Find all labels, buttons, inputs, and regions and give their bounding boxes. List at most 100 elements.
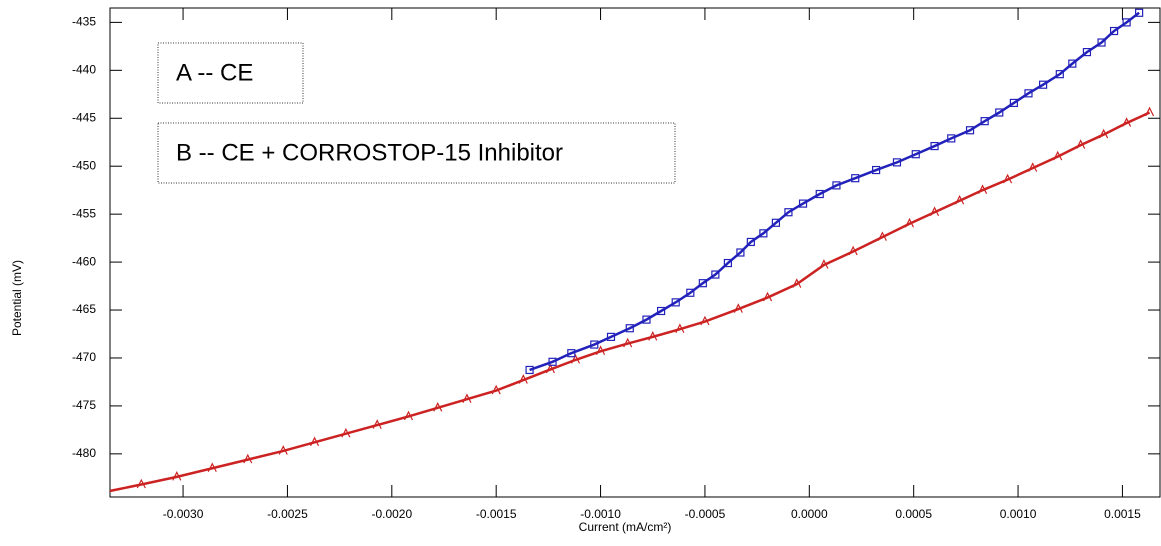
y-tick-label: -450 (72, 158, 96, 172)
marker (403, 410, 414, 421)
marker (980, 117, 989, 126)
marker (1068, 59, 1077, 68)
marker (1003, 173, 1013, 184)
marker (671, 298, 680, 307)
x-tick-label: 0.0000 (791, 507, 828, 521)
marker (978, 184, 988, 194)
marker (832, 181, 841, 190)
y-tick-label: -460 (72, 254, 96, 268)
y-tick-label: -475 (72, 398, 96, 412)
marker (995, 108, 1004, 117)
marker (310, 436, 320, 447)
x-tick-label: -0.0010 (580, 507, 621, 521)
y-tick-label: -445 (72, 110, 96, 124)
y-tick-label: -455 (72, 206, 96, 220)
marker (1009, 98, 1018, 108)
marker (1135, 8, 1144, 17)
x-tick-label: 0.0015 (1104, 507, 1141, 521)
marker (570, 354, 581, 364)
marker (848, 245, 858, 256)
marker (648, 331, 658, 341)
x-tick-label: 0.0005 (895, 507, 932, 521)
x-axis-label: Current (mA/cm²) (579, 520, 672, 534)
marker (1039, 80, 1048, 89)
marker (1122, 18, 1131, 27)
marker (623, 337, 633, 348)
marker (930, 206, 940, 216)
series-line (110, 111, 1151, 493)
plot-frame (109, 7, 1161, 498)
marker (798, 199, 808, 208)
marker (698, 279, 707, 288)
marker (1024, 89, 1033, 98)
marker (736, 248, 745, 257)
legend-box (157, 122, 676, 184)
marker (642, 315, 651, 324)
x-tick-label: -0.0020 (371, 507, 412, 521)
marker (525, 365, 534, 375)
marker (675, 323, 685, 333)
marker (792, 278, 802, 288)
marker (763, 291, 773, 302)
marker (819, 259, 829, 269)
series-line (529, 11, 1140, 372)
marker (1145, 106, 1155, 117)
marker (872, 165, 881, 175)
marker (341, 427, 351, 438)
marker (172, 471, 182, 481)
marker (1055, 70, 1064, 79)
marker (136, 478, 146, 489)
x-tick-label: -0.0025 (267, 507, 308, 521)
y-tick-label: -440 (72, 62, 96, 76)
marker (462, 393, 472, 403)
marker (1097, 38, 1106, 47)
marker (548, 357, 557, 366)
marker (771, 218, 781, 227)
marker (1053, 150, 1063, 161)
marker (606, 332, 616, 341)
marker (491, 384, 501, 395)
marker (1122, 117, 1132, 127)
marker (207, 462, 217, 473)
marker (904, 217, 915, 228)
x-tick-label: -0.0005 (685, 507, 726, 521)
marker (911, 150, 920, 159)
marker (892, 158, 902, 167)
plot-area (100, 8, 1155, 496)
x-tick-label: 0.0010 (1000, 507, 1037, 521)
marker (947, 134, 956, 143)
marker (965, 126, 975, 135)
marker (711, 270, 720, 279)
marker (625, 324, 634, 333)
y-tick-label: -470 (72, 350, 96, 364)
marker (1109, 26, 1119, 36)
marker (1076, 139, 1086, 149)
y-tick-label: -465 (72, 302, 96, 316)
y-tick-label: -480 (72, 446, 96, 460)
marker (372, 419, 382, 429)
y-axis-label: Potential (mV) (10, 260, 24, 336)
marker (433, 401, 443, 412)
marker (759, 229, 768, 238)
x-tick-label: -0.0015 (476, 507, 517, 521)
marker (686, 288, 695, 297)
marker (955, 194, 965, 205)
legend-label: A -- CE (176, 59, 253, 86)
marker (518, 374, 528, 384)
marker (1082, 48, 1092, 57)
marker (100, 488, 108, 496)
marker (656, 306, 666, 316)
marker (1099, 128, 1109, 139)
marker (278, 445, 288, 455)
marker (851, 174, 860, 183)
marker (243, 453, 253, 464)
marker (930, 141, 939, 151)
marker (700, 315, 710, 326)
marker (733, 303, 743, 313)
marker (723, 258, 732, 268)
marker (1028, 162, 1038, 172)
marker (590, 340, 599, 349)
marker (815, 189, 824, 199)
marker (877, 231, 887, 241)
